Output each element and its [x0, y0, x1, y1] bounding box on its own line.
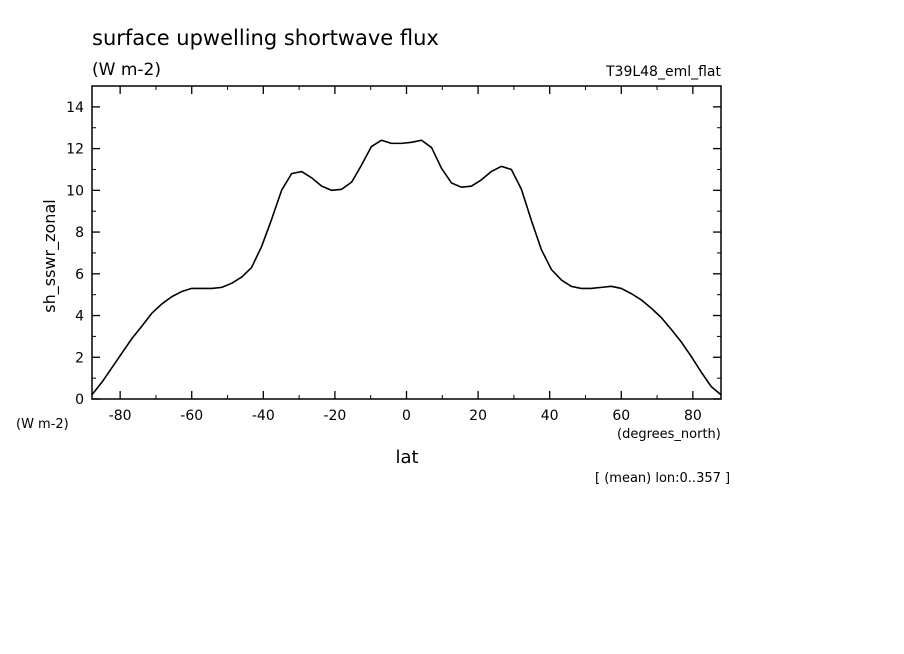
- x-tick-label: -20: [323, 408, 346, 424]
- y-tick-label: 10: [66, 183, 84, 199]
- x-tick-label: -60: [180, 408, 203, 424]
- y-tick-label: 6: [75, 267, 84, 283]
- footnote: [ (mean) lon:0..357 ]: [595, 471, 730, 486]
- y-axis-label: sh_sswr_zonal: [40, 199, 60, 312]
- y-tick-label: 8: [75, 225, 84, 241]
- y-tick-label: 14: [66, 100, 84, 116]
- x-tick-label: 60: [612, 408, 630, 424]
- chart-subtitle: (W m-2): [92, 60, 161, 80]
- y-tick-label: 0: [75, 392, 84, 408]
- y-axis-units: (W m-2): [16, 417, 69, 432]
- x-axis-label: lat: [395, 447, 418, 468]
- x-tick-label: 80: [684, 408, 702, 424]
- x-tick-label: -80: [109, 408, 132, 424]
- x-tick-label: 20: [469, 408, 487, 424]
- run-label: T39L48_eml_flat: [605, 64, 722, 80]
- y-tick-label: 2: [75, 350, 84, 366]
- y-tick-label: 12: [66, 142, 84, 158]
- series-line: [91, 139, 722, 396]
- tick-marks: [92, 85, 721, 400]
- chart-title: surface upwelling shortwave flux: [92, 26, 439, 50]
- y-tick-label: 4: [75, 309, 84, 325]
- plot-frame: [91, 85, 722, 400]
- x-tick-labels: -80 -60 -40 -20 0 20 40 60 80: [109, 408, 702, 424]
- x-axis-units: (degrees_north): [617, 427, 721, 442]
- x-tick-label: 0: [402, 408, 411, 424]
- x-tick-label: 40: [541, 408, 559, 424]
- y-tick-labels: 0 2 4 6 8 10 12 14: [66, 100, 84, 408]
- x-tick-label: -40: [252, 408, 275, 424]
